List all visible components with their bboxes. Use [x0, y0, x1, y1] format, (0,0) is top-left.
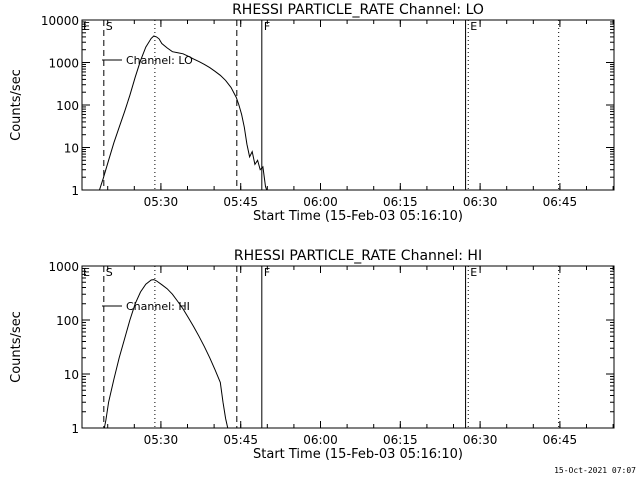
y-tick-label: 10 — [64, 142, 79, 156]
x-tick-label: 06:00 — [303, 195, 338, 209]
chart-panel-2: RHESSI PARTICLE_RATE Channel: HI S F E E 05:3… — [9, 248, 615, 462]
x-tick-label: 05:30 — [144, 195, 179, 209]
legend-label: Channel: HI — [126, 300, 190, 313]
corner-label: E — [83, 266, 90, 279]
chart-title: RHESSI PARTICLE_RATE Channel: HI — [234, 248, 482, 264]
plot-frame — [81, 19, 615, 191]
y-axis-label: Counts/sec — [9, 69, 24, 141]
y-tick-label: 10 — [64, 368, 79, 382]
event-marker-label: S — [106, 266, 113, 279]
y-axis-label: Counts/sec — [9, 311, 24, 383]
event-marker-label: E — [470, 20, 477, 33]
x-tick-label: 05:45 — [223, 433, 258, 447]
event-marker-label: E — [470, 266, 477, 279]
legend-label: Channel: LO — [126, 54, 193, 67]
x-tick-label: 06:15 — [383, 195, 418, 209]
x-tick-label: 06:15 — [383, 433, 418, 447]
x-tick-label: 05:45 — [223, 195, 258, 209]
timestamp: 15-Oct-2021 07:07 — [554, 466, 636, 475]
corner-label: E — [83, 20, 90, 33]
chart-panel-1: RHESSI PARTICLE_RATE Channel: LO S F E E 05:3… — [9, 2, 615, 224]
event-marker-label: F — [264, 266, 270, 279]
x-tick-label: 06:45 — [543, 433, 578, 447]
series-line-1 — [98, 35, 268, 190]
x-tick-label: 06:30 — [463, 195, 498, 209]
x-tick-label: 06:00 — [303, 433, 338, 447]
x-tick-label: 06:30 — [463, 433, 498, 447]
y-tick-label: 1000 — [48, 260, 79, 274]
plot-frame — [81, 265, 615, 429]
x-tick-label: 06:45 — [543, 195, 578, 209]
y-tick-label: 1 — [71, 184, 79, 198]
event-marker-label: S — [106, 20, 113, 33]
series-line-1 — [103, 279, 229, 428]
y-tick-label: 100 — [56, 99, 79, 113]
y-tick-label: 100 — [56, 314, 79, 328]
x-tick-label: 05:30 — [144, 433, 179, 447]
y-tick-label: 1000 — [48, 57, 79, 71]
x-axis-label: Start Time (15-Feb-03 05:16:10) — [253, 209, 463, 224]
y-tick-label: 10000 — [41, 14, 79, 28]
event-marker-label: F — [264, 20, 270, 33]
chart-title: RHESSI PARTICLE_RATE Channel: LO — [232, 2, 484, 18]
y-tick-label: 1 — [71, 422, 79, 436]
x-axis-label: Start Time (15-Feb-03 05:16:10) — [253, 447, 463, 462]
